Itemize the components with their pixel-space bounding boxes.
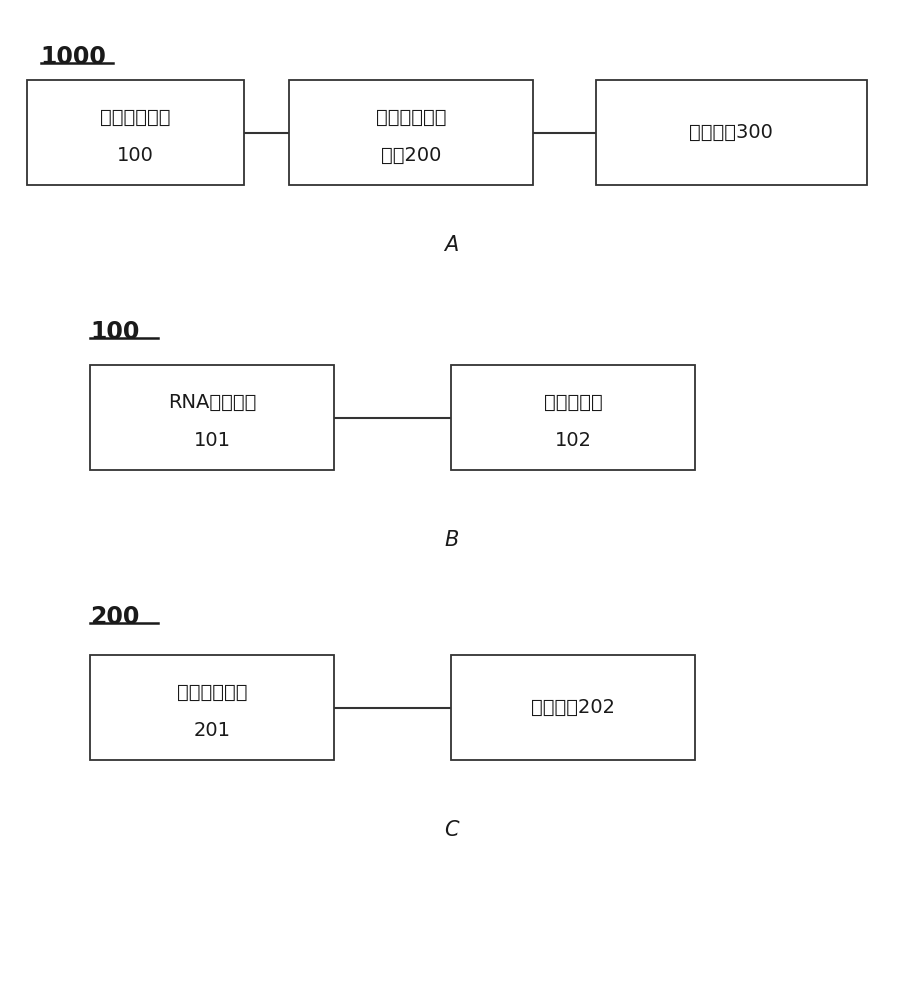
FancyBboxPatch shape xyxy=(595,80,866,185)
Text: C: C xyxy=(444,820,458,840)
Text: B: B xyxy=(444,530,458,550)
FancyBboxPatch shape xyxy=(451,365,695,470)
FancyBboxPatch shape xyxy=(289,80,532,185)
FancyBboxPatch shape xyxy=(90,365,334,470)
Text: 核酸序列确定: 核酸序列确定 xyxy=(375,108,446,127)
Text: 测序单元202: 测序单元202 xyxy=(530,698,615,717)
Text: 反转录单元: 反转录单元 xyxy=(543,393,603,412)
Text: A: A xyxy=(444,235,458,255)
Text: 100: 100 xyxy=(117,146,153,165)
FancyBboxPatch shape xyxy=(90,655,334,760)
Text: RNA提取单元: RNA提取单元 xyxy=(168,393,256,412)
Text: 101: 101 xyxy=(194,431,230,450)
Text: 核酸提取装置: 核酸提取装置 xyxy=(100,108,170,127)
FancyBboxPatch shape xyxy=(451,655,695,760)
Text: 判断装置300: 判断装置300 xyxy=(689,123,772,142)
Text: 100: 100 xyxy=(90,320,140,344)
FancyBboxPatch shape xyxy=(27,80,244,185)
Text: 1000: 1000 xyxy=(41,45,106,69)
Text: 201: 201 xyxy=(194,721,230,740)
Text: 102: 102 xyxy=(555,431,591,450)
Text: 200: 200 xyxy=(90,605,140,629)
Text: 装置200: 装置200 xyxy=(381,146,440,165)
Text: 文库构建单元: 文库构建单元 xyxy=(177,683,247,702)
